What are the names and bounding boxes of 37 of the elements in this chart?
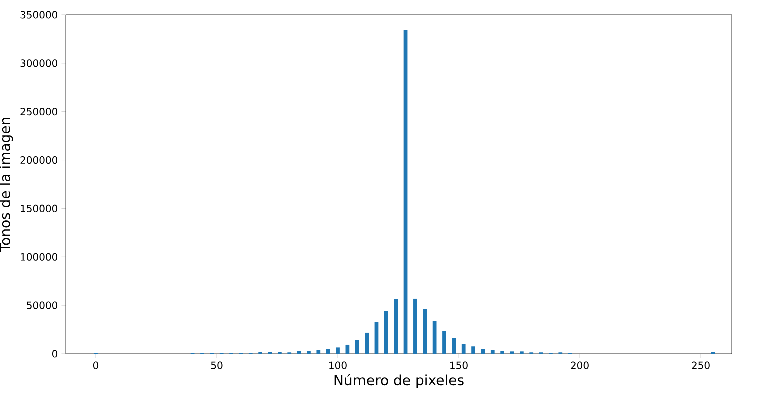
x-tick-label: 100 [330,362,347,370]
bar [297,351,302,354]
x-tick-label: 0 [93,362,99,370]
y-tick-label: 350000 [20,11,58,19]
bar [307,350,311,354]
y-tick-label: 150000 [21,204,58,212]
bar [326,349,330,354]
x-tick-label: 150 [450,362,468,370]
bar [432,321,437,354]
y-tick-label: 0 [52,350,58,358]
bar [365,332,369,354]
x-tick-label: 50 [211,362,223,370]
bar [414,298,418,354]
bar [394,298,398,354]
bar [462,344,466,354]
y-axis-title: Tonos de la imagen [0,118,14,252]
x-tick-label: 200 [571,362,589,370]
bar [316,350,321,354]
bar [374,322,379,354]
y-tick-label: 300000 [20,60,58,68]
bar [355,340,360,354]
bar [500,350,505,354]
bar [423,309,428,354]
y-tick-label: 250000 [20,108,58,116]
x-tick-label: 250 [692,362,710,370]
bar [384,310,388,354]
y-tick-label: 100000 [21,253,58,261]
bar [490,350,495,354]
bar [452,338,456,354]
bar [404,30,408,354]
bar [336,348,340,354]
bar [442,331,446,354]
bar [472,346,476,354]
y-tick-label: 200000 [20,156,58,164]
x-axis-title: Número de pixeles [334,374,464,388]
y-tick-label: 50000 [27,302,58,310]
bar [346,344,350,354]
